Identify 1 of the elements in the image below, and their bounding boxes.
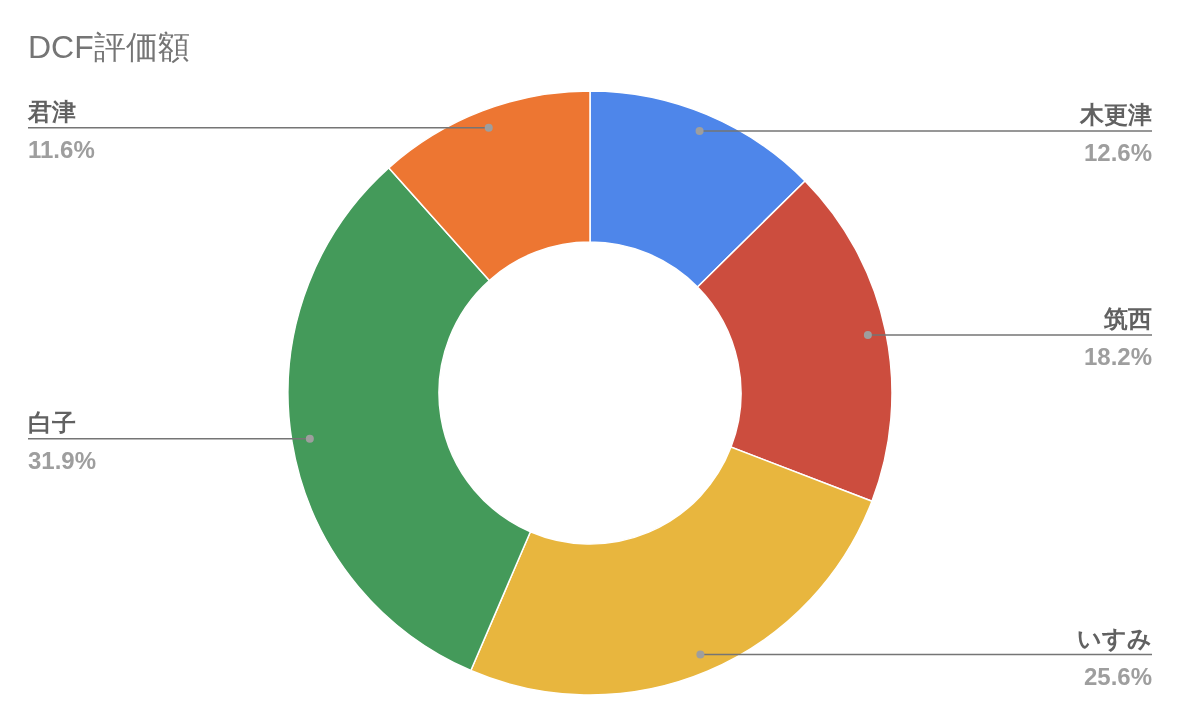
title: DCF評価額 bbox=[28, 29, 190, 65]
